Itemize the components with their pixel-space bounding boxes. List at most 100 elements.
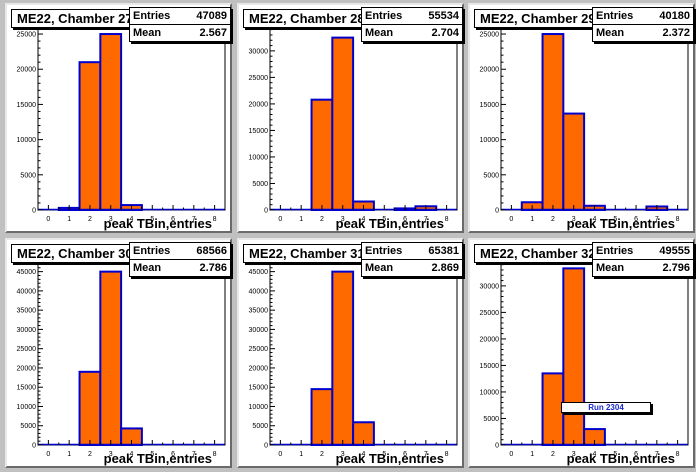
x-tick-label: 4 [362, 451, 366, 458]
plot-frame [500, 261, 689, 446]
stats-box: Entries 47089 Mean 2.567 [129, 7, 231, 42]
histogram-bar [99, 33, 123, 211]
y-tick-label: 20000 [480, 336, 500, 343]
stats-row-mean: Mean 2.869 [362, 259, 462, 276]
x-tick-label: 8 [213, 216, 217, 223]
stats-value: 2.786 [199, 262, 227, 274]
stats-value: 55534 [428, 10, 459, 22]
x-axis-label: peak TBin,entries [335, 216, 444, 231]
stats-box: Entries 40180 Mean 2.372 [592, 7, 694, 42]
y-tick-label: 15000 [17, 102, 37, 109]
stats-label: Mean [133, 27, 162, 39]
x-tick-label: 7 [424, 216, 428, 223]
stats-label: Mean [596, 262, 625, 274]
x-tick-label: 3 [572, 451, 576, 458]
x-tick-label: 1 [299, 451, 303, 458]
x-tick-label: 2 [551, 451, 555, 458]
y-tick-label: 45000 [17, 269, 37, 276]
y-tick-label: 30000 [17, 327, 37, 334]
y-tick-label: 40000 [17, 288, 37, 295]
x-tick-label: 2 [320, 216, 324, 223]
x-tick-label: 7 [192, 216, 196, 223]
y-tick-label: 20000 [17, 365, 37, 372]
y-tick-label: 15000 [480, 102, 500, 109]
plot-frame [500, 26, 689, 211]
stats-label: Entries [365, 245, 403, 257]
stats-value: 49555 [659, 245, 690, 257]
histogram-title: ME22, Chamber 29 [474, 9, 602, 28]
histogram-plot: 0 1 2 3 4 5 6 7 8 0 5000 10000 15000 20000 25000 [480, 26, 689, 223]
stats-row-mean: Mean 2.567 [130, 24, 230, 41]
stats-row-entries: Entries 47089 [130, 8, 230, 24]
x-axis-label: peak TBin,entries [566, 216, 675, 231]
y-tick-label: 10000 [17, 137, 37, 144]
histogram-pad-6: 0 1 2 3 4 5 6 7 8 0 5000 10000 15000 20000 25000 30000 M… [468, 238, 695, 468]
histogram-title: ME22, Chamber 27 [11, 9, 139, 28]
y-tick-label: 10000 [249, 154, 269, 161]
y-tick-label: 35000 [249, 308, 269, 315]
x-tick-label: 5 [613, 451, 617, 458]
y-tick-label: 5000 [483, 172, 499, 179]
x-tick-label: 4 [130, 451, 134, 458]
y-tick-label: 0 [264, 208, 268, 215]
histogram-bar [310, 388, 334, 446]
y-tick-label: 15000 [249, 385, 269, 392]
histogram-bar [78, 61, 102, 211]
stats-value: 47089 [196, 10, 227, 22]
x-tick-label: 6 [403, 216, 407, 223]
stats-label: Mean [365, 27, 394, 39]
x-tick-label: 0 [509, 216, 513, 223]
x-tick-label: 0 [278, 216, 282, 223]
x-tick-label: 6 [171, 451, 175, 458]
x-tick-label: 6 [634, 451, 638, 458]
x-tick-label: 6 [403, 451, 407, 458]
y-tick-label: 0 [495, 208, 499, 215]
x-tick-label: 2 [88, 216, 92, 223]
x-tick-label: 2 [88, 451, 92, 458]
x-tick-label: 0 [278, 451, 282, 458]
x-tick-label: 8 [445, 216, 449, 223]
x-tick-label: 0 [509, 451, 513, 458]
y-tick-label: 40000 [249, 288, 269, 295]
histogram-plot: 0 1 2 3 4 5 6 7 8 0 5000 10000 15000 20000 25000 [17, 26, 226, 223]
x-tick-label: 0 [46, 216, 50, 223]
y-tick-label: 35000 [17, 308, 37, 315]
x-tick-label: 4 [362, 216, 366, 223]
x-tick-label: 3 [341, 451, 345, 458]
x-tick-label: 4 [593, 216, 597, 223]
stats-box: Entries 55534 Mean 2.704 [361, 7, 463, 42]
x-tick-label: 1 [530, 451, 534, 458]
x-axis-label: peak TBin,entries [566, 451, 675, 466]
histogram-pad-1: 0 1 2 3 4 5 6 7 8 0 5000 10000 15000 20000 25000 ME22, … [5, 3, 232, 233]
x-tick-label: 7 [655, 451, 659, 458]
stats-box: Entries 68566 Mean 2.786 [129, 242, 231, 277]
x-tick-label: 0 [46, 451, 50, 458]
y-tick-label: 30000 [249, 48, 269, 55]
stats-label: Entries [133, 245, 171, 257]
histogram-title: ME22, Chamber 30 [11, 244, 139, 263]
stats-label: Mean [133, 262, 162, 274]
x-tick-label: 8 [445, 451, 449, 458]
x-tick-label: 1 [530, 216, 534, 223]
x-tick-label: 8 [676, 216, 680, 223]
y-tick-label: 25000 [480, 310, 500, 317]
stats-row-entries: Entries 55534 [362, 8, 462, 24]
stats-value: 2.869 [431, 262, 459, 274]
x-tick-label: 5 [382, 451, 386, 458]
histogram-pad-4: 0 1 2 3 4 5 6 7 8 0 5000 10000 15000 20000 25000 30000 3… [5, 238, 232, 468]
stats-label: Entries [365, 10, 403, 22]
stats-row-mean: Mean 2.786 [130, 259, 230, 276]
x-tick-label: 1 [299, 216, 303, 223]
y-tick-label: 0 [32, 443, 36, 450]
stats-value: 2.704 [431, 27, 459, 39]
y-tick-label: 25000 [17, 32, 37, 39]
stats-row-mean: Mean 2.796 [593, 259, 693, 276]
y-tick-label: 0 [264, 443, 268, 450]
histogram-title: ME22, Chamber 28 [243, 9, 371, 28]
x-tick-label: 3 [572, 216, 576, 223]
stats-value: 68566 [196, 245, 227, 257]
y-tick-label: 20000 [249, 365, 269, 372]
y-tick-label: 5000 [20, 172, 36, 179]
x-tick-label: 6 [634, 216, 638, 223]
stats-box: Entries 65381 Mean 2.869 [361, 242, 463, 277]
